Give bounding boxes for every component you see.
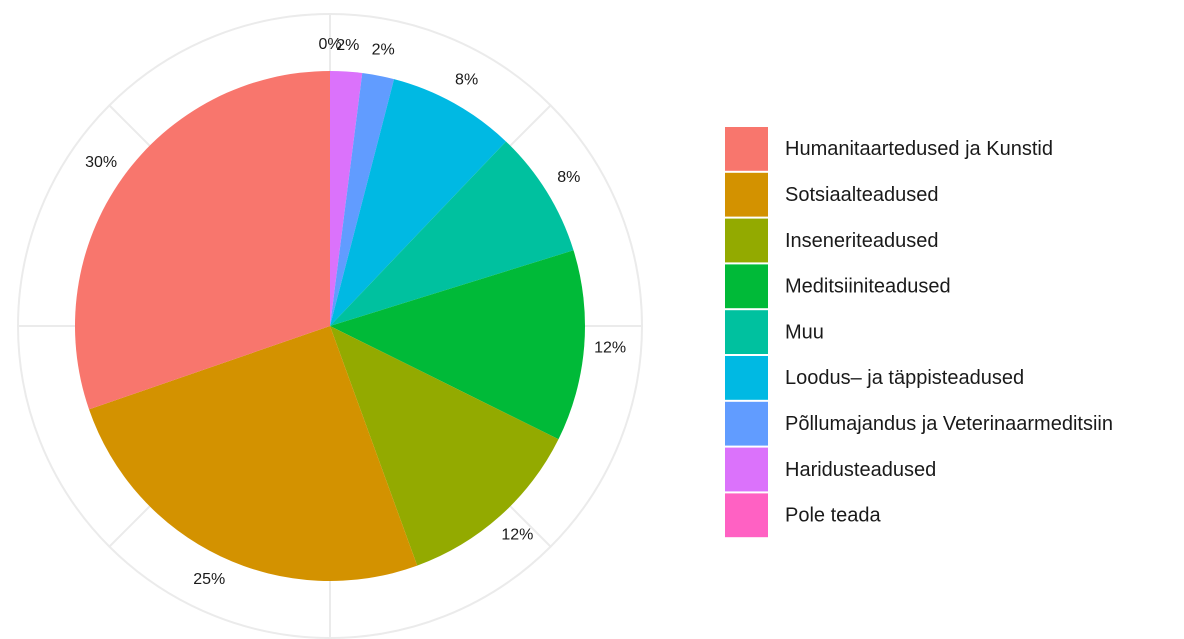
legend-label: Meditsiiniteadused xyxy=(785,276,951,298)
data-label: 2% xyxy=(336,37,359,54)
legend-key xyxy=(725,310,768,354)
legend-label: Põllumajandus ja Veterinaarmeditsiin xyxy=(785,413,1113,435)
legend-key xyxy=(725,127,768,171)
legend-label: Inseneriteadused xyxy=(785,230,938,252)
pie-slice xyxy=(74,71,330,410)
legend-label: Haridusteadused xyxy=(785,459,936,481)
legend-label: Pole teada xyxy=(785,505,882,527)
legend-label: Loodus– ja täppisteadused xyxy=(785,367,1024,389)
data-label: 12% xyxy=(501,527,533,544)
legend-key xyxy=(725,264,768,309)
data-label: 25% xyxy=(193,571,225,588)
data-label: 0% xyxy=(318,36,341,53)
data-label: 12% xyxy=(594,339,626,356)
data-label: 30% xyxy=(85,154,117,171)
legend-label: Humanitaartedused ja Kunstid xyxy=(785,138,1053,160)
data-label: 8% xyxy=(455,72,478,89)
legend-key xyxy=(725,172,768,217)
legend-key xyxy=(725,447,768,492)
pie-slice xyxy=(330,71,363,326)
pie-slice xyxy=(330,326,559,566)
pie-slice xyxy=(89,326,418,582)
legend-key xyxy=(725,401,768,446)
data-label: 8% xyxy=(557,169,580,186)
legend-key xyxy=(725,493,768,538)
pie-slice xyxy=(330,141,574,326)
data-label: 2% xyxy=(372,41,395,58)
pie-slice xyxy=(330,250,585,440)
legend-label: Sotsiaalteadused xyxy=(785,184,938,206)
pie-slice xyxy=(330,73,395,327)
legend-label: Muu xyxy=(785,321,824,343)
legend-key xyxy=(725,356,768,400)
pie-slice xyxy=(330,79,506,326)
legend-key xyxy=(725,218,768,263)
